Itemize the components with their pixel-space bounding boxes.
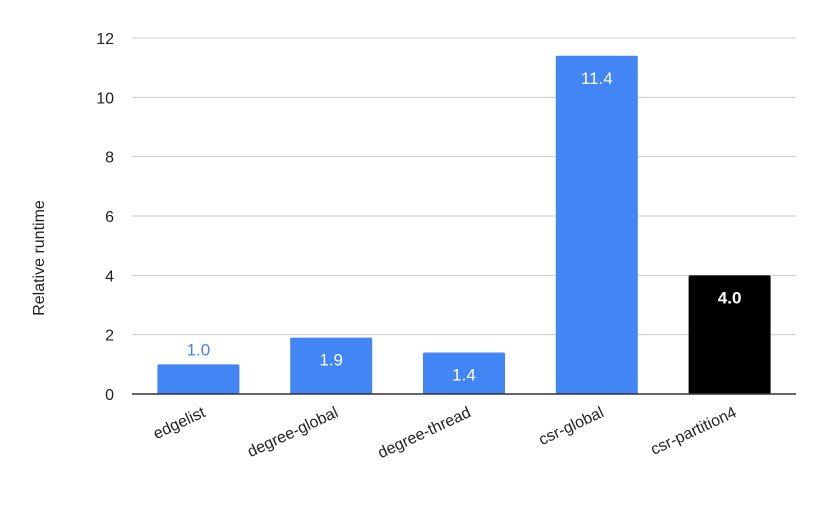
data-label-edgelist: 1.0 [187,340,211,359]
data-label-degree-global: 1.9 [319,351,343,370]
category-label-edgelist: edgelist [151,404,209,443]
bar-degree-thread [423,352,505,394]
y-tick-label: 4 [105,268,114,285]
bar-degree-global [290,337,373,394]
x-axis-categories: edgelist degree-global degree-thread csr-gl… [151,404,739,462]
y-tick-label: 8 [105,150,114,167]
y-tick-label: 10 [96,90,114,107]
y-tick-label: 2 [105,328,114,345]
y-tick-label: 0 [105,387,114,404]
bar-csr-partition4 [688,275,771,394]
bar-csr-global [555,55,638,395]
data-label-degree-thread: 1.4 [452,365,476,384]
y-axis-label: Relative runtime [31,200,48,316]
bars [157,55,771,395]
category-label-csr-global: csr-global [536,404,606,449]
category-label-csr-partition4: csr-partition4 [648,404,739,459]
gridlines [132,37,796,336]
data-labels: 1.0 1.9 1.4 11.4 4.0 [187,69,742,385]
y-tick-label: 12 [96,31,114,48]
data-label-csr-partition4: 4.0 [718,288,742,307]
category-label-degree-thread: degree-thread [375,404,473,462]
y-axis-ticks: 0 2 4 6 8 10 12 [96,31,114,404]
y-tick-label: 6 [105,209,114,226]
data-label-csr-global: 11.4 [581,69,613,88]
bar-edgelist [157,364,240,394]
category-label-degree-global: degree-global [245,404,341,461]
